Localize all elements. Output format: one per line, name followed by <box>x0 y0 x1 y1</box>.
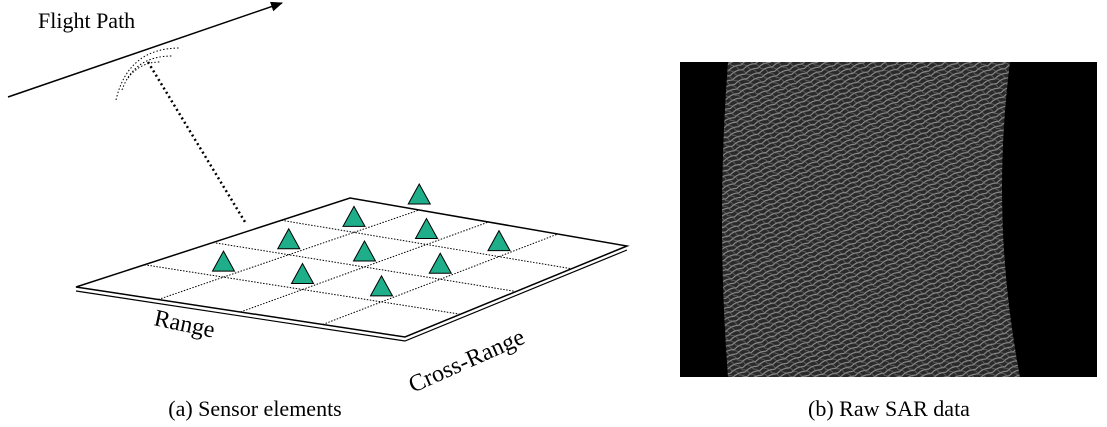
sar-texture-2 <box>722 62 1020 377</box>
sensor <box>408 184 430 204</box>
figure: Flight Path Range Cross-Range (a) Sensor… <box>0 0 1107 427</box>
image-b: (b) Raw SAR data <box>680 62 1097 421</box>
beam <box>148 62 245 222</box>
diagram-a: Flight Path Range Cross-Range (a) Sensor… <box>8 3 627 421</box>
caption-a: (a) Sensor elements <box>168 396 342 421</box>
antenna-arcs <box>116 48 180 100</box>
flight-path-label: Flight Path <box>38 8 135 33</box>
cross-range-label: Cross-Range <box>405 324 529 398</box>
caption-b: (b) Raw SAR data <box>808 396 970 421</box>
